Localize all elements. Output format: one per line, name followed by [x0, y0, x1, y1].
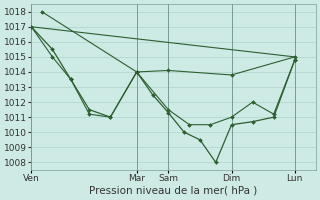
X-axis label: Pression niveau de la mer( hPa ): Pression niveau de la mer( hPa ) [90, 186, 258, 196]
